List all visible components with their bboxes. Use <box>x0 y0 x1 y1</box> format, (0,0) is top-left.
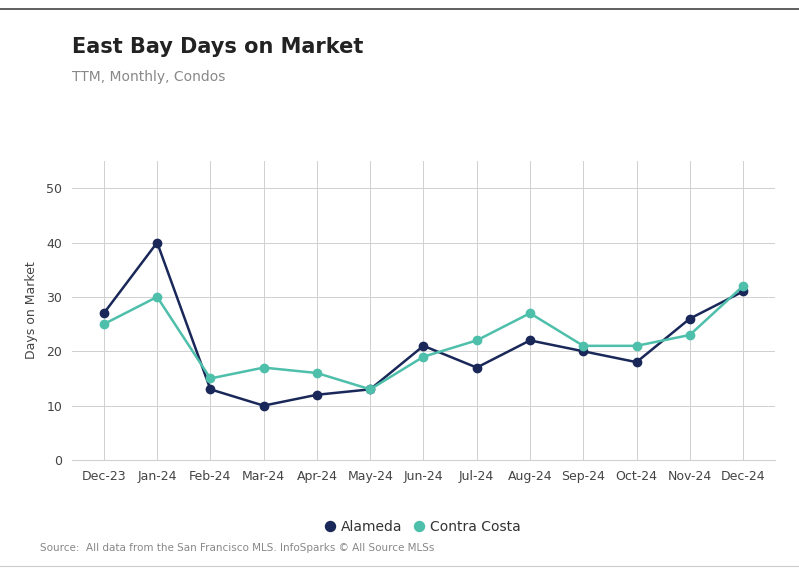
Alameda <box>738 288 748 295</box>
Contra Costa <box>632 342 642 349</box>
Legend: Alameda, Contra Costa: Alameda, Contra Costa <box>321 515 526 540</box>
Contra Costa <box>525 310 535 317</box>
Alameda <box>99 310 109 317</box>
Alameda <box>153 239 162 246</box>
Alameda <box>419 342 428 349</box>
Alameda <box>365 386 375 393</box>
Alameda <box>632 359 642 366</box>
Alameda <box>472 364 482 371</box>
Contra Costa <box>365 386 375 393</box>
Contra Costa <box>578 342 588 349</box>
Y-axis label: Days on Market: Days on Market <box>25 262 38 359</box>
Contra Costa <box>99 321 109 328</box>
Alameda <box>578 348 588 355</box>
Contra Costa <box>472 337 482 344</box>
Contra Costa <box>205 375 215 382</box>
Line: Contra Costa: Contra Costa <box>100 282 747 393</box>
Contra Costa <box>153 293 162 300</box>
Contra Costa <box>259 364 268 371</box>
Contra Costa <box>685 332 694 339</box>
Text: East Bay Days on Market: East Bay Days on Market <box>72 37 364 58</box>
Text: TTM, Monthly, Condos: TTM, Monthly, Condos <box>72 70 225 84</box>
Contra Costa <box>312 370 322 377</box>
Alameda <box>312 392 322 398</box>
Contra Costa <box>738 282 748 289</box>
Line: Alameda: Alameda <box>100 239 747 410</box>
Text: Source:  All data from the San Francisco MLS. InfoSparks © All Source MLSs: Source: All data from the San Francisco … <box>40 543 435 553</box>
Alameda <box>259 402 268 409</box>
Alameda <box>525 337 535 344</box>
Alameda <box>685 315 694 322</box>
Contra Costa <box>419 353 428 360</box>
Alameda <box>205 386 215 393</box>
